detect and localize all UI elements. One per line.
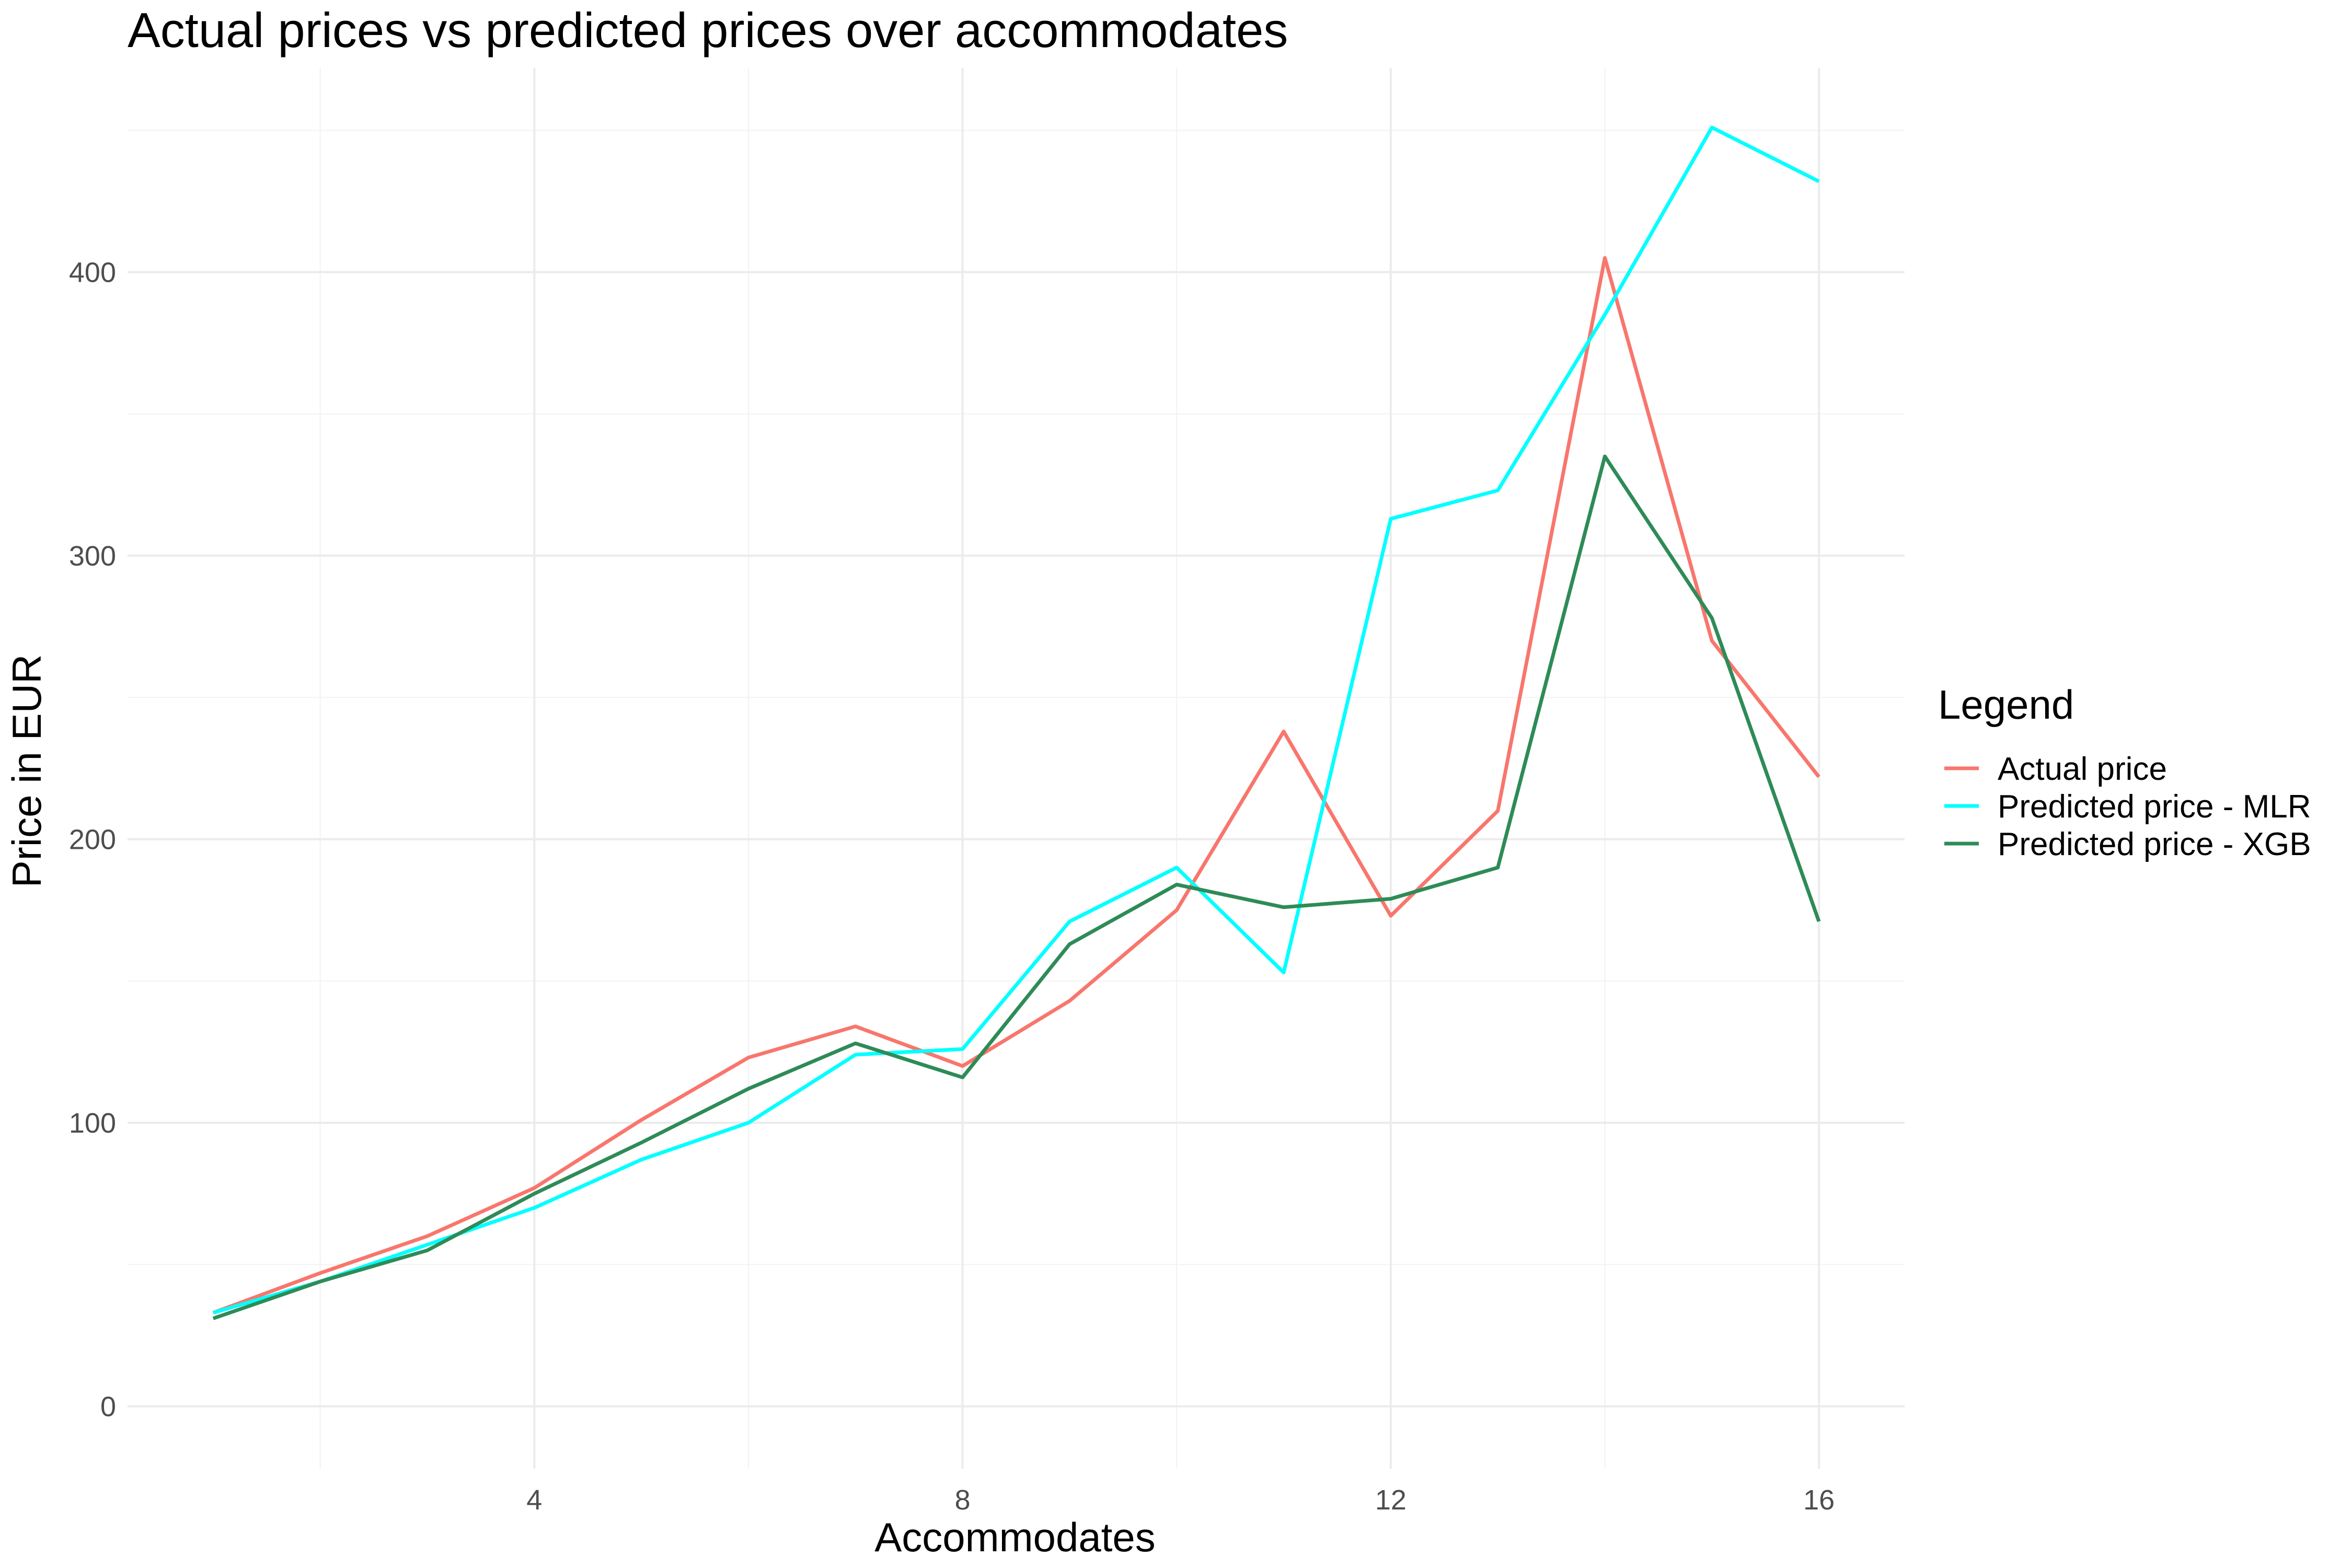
x-tick-label: 8 — [955, 1484, 971, 1516]
y-tick-label: 300 — [69, 540, 116, 572]
legend-title: Legend — [1938, 682, 2074, 728]
y-tick-label: 100 — [69, 1108, 116, 1139]
y-tick-labels: 0 100 200 300 400 — [69, 257, 116, 1423]
legend-label: Predicted price - MLR — [1998, 789, 2311, 825]
y-tick-label: 0 — [100, 1391, 116, 1423]
legend-label: Actual price — [1998, 751, 2167, 787]
series-line — [212, 125, 1820, 1315]
chart-title: Actual prices vs predicted prices over a… — [128, 3, 1288, 57]
series-lines — [212, 125, 1821, 1320]
x-tick-labels: 4 8 12 16 — [526, 1484, 1835, 1516]
x-tick-label: 4 — [526, 1484, 542, 1516]
legend-label: Predicted price - XGB — [1998, 826, 2311, 862]
series-line — [212, 454, 1821, 1320]
x-tick-label: 12 — [1375, 1484, 1406, 1516]
y-tick-label: 200 — [69, 824, 116, 856]
x-tick-label: 16 — [1803, 1484, 1835, 1516]
series-line — [212, 256, 1820, 1315]
y-tick-label: 400 — [69, 257, 116, 289]
y-axis-title: Price in EUR — [4, 654, 50, 887]
x-axis-title: Accommodates — [874, 1514, 1156, 1560]
